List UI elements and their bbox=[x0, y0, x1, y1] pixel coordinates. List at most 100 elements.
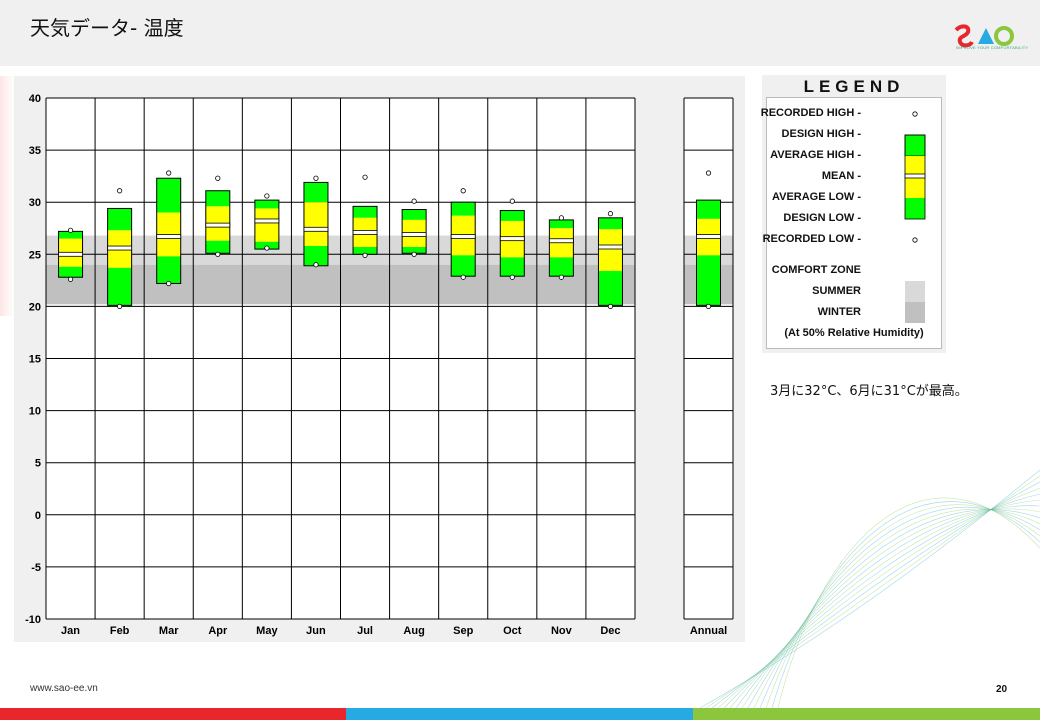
recorded-high-point-Feb bbox=[117, 188, 123, 194]
x-tick-label: Annual bbox=[690, 625, 727, 637]
bar-design-high-Jan bbox=[58, 231, 83, 239]
y-tick-label: 35 bbox=[29, 145, 41, 157]
page-title: 天気データ- 温度 bbox=[30, 16, 184, 40]
legend-design-high: DESIGN HIGH - bbox=[781, 128, 861, 140]
recorded-high-point-May bbox=[264, 193, 270, 199]
legend-recorded-low: RECORDED LOW - bbox=[762, 233, 861, 245]
legend-swatches bbox=[904, 111, 926, 323]
recorded-low-point-Apr bbox=[215, 251, 221, 257]
decorative-swoosh bbox=[747, 509, 1040, 709]
recorded-low-point-Jun bbox=[313, 262, 319, 268]
footer-url[interactable]: www.sao-ee.vn bbox=[30, 683, 98, 694]
bar-design-high-Mar bbox=[156, 178, 181, 213]
x-tick-label: Oct bbox=[503, 625, 522, 637]
legend-average-low: AVERAGE LOW - bbox=[771, 191, 861, 203]
bar-design-low-Nov bbox=[549, 257, 574, 277]
bar-design-high-Annual bbox=[696, 200, 721, 219]
bar-design-high-Dec bbox=[598, 217, 623, 230]
decorative-swoosh bbox=[771, 501, 1040, 709]
mean-marker-Jan bbox=[58, 251, 83, 257]
y-tick-label: -10 bbox=[25, 614, 41, 626]
y-tick-label: 25 bbox=[29, 249, 41, 261]
legend-mean-marker bbox=[904, 173, 926, 179]
bar-design-low-Apr bbox=[205, 240, 230, 254]
recorded-low-point-Dec bbox=[607, 303, 614, 309]
mean-marker-Sep bbox=[450, 234, 476, 239]
y-tick-label: -5 bbox=[31, 562, 41, 574]
recorded-high-point-Nov bbox=[558, 215, 564, 221]
bar-design-low-May bbox=[254, 241, 279, 250]
mean-marker-Mar bbox=[156, 234, 182, 239]
mean-marker-Jul bbox=[352, 230, 378, 235]
bar-average-May bbox=[254, 208, 279, 242]
legend-design-low: DESIGN LOW - bbox=[783, 212, 861, 224]
decorative-swoosh bbox=[735, 505, 1040, 709]
x-tick-label: Dec bbox=[600, 625, 620, 637]
temperature-note: 3月に32°C、6月に31°Cが最高。 bbox=[770, 384, 968, 399]
mean-marker-May bbox=[254, 218, 280, 224]
logo-tagline: IMPROVE YOUR COMFORTABILITY bbox=[956, 45, 1029, 50]
recorded-high-point-Annual bbox=[705, 170, 712, 176]
bar-design-low-Oct bbox=[500, 257, 525, 277]
x-tick-label: Jun bbox=[306, 625, 326, 637]
mean-marker-Aug bbox=[401, 232, 427, 237]
legend-winter: WINTER bbox=[817, 306, 861, 318]
decorative-swoosh bbox=[729, 499, 1040, 709]
legend-winter-swatch bbox=[905, 302, 925, 323]
bar-design-low-Aug bbox=[402, 247, 427, 254]
legend-mean: MEAN - bbox=[821, 170, 861, 182]
bar-design-high-May bbox=[254, 200, 279, 209]
y-tick-label: 5 bbox=[35, 458, 41, 470]
recorded-low-point-Feb bbox=[117, 303, 123, 309]
bar-average-Jun bbox=[303, 202, 328, 246]
recorded-high-point-Mar bbox=[166, 170, 172, 176]
decorative-swoosh bbox=[753, 508, 1040, 709]
recorded-low-point-Annual bbox=[705, 303, 712, 309]
decorative-swoosh bbox=[765, 504, 1040, 709]
legend-recorded-low-marker bbox=[912, 237, 918, 243]
recorded-high-point-Jul bbox=[362, 174, 368, 180]
sao-logo-icon bbox=[954, 24, 1014, 48]
recorded-low-point-May bbox=[264, 245, 270, 251]
mean-marker-Feb bbox=[107, 245, 133, 251]
bar-design-high-Jul bbox=[353, 206, 378, 218]
legend-title: LEGEND bbox=[803, 77, 905, 96]
decorative-swoosh bbox=[711, 481, 1040, 709]
recorded-high-point-Jan bbox=[67, 227, 74, 233]
x-tick-label: Nov bbox=[551, 625, 573, 637]
recorded-low-point-Jan bbox=[67, 276, 74, 282]
bar-design-low-Annual bbox=[696, 255, 721, 306]
bar-design-high-Aug bbox=[402, 209, 427, 220]
bar-design-high-Nov bbox=[549, 219, 574, 229]
legend-comfort-zone: COMFORT ZONE bbox=[771, 264, 861, 276]
recorded-high-point-Oct bbox=[509, 198, 515, 204]
bar-design-high-Jun bbox=[303, 182, 328, 203]
legend-recorded-high-marker bbox=[912, 111, 918, 117]
y-tick-label: 40 bbox=[29, 93, 41, 105]
mean-marker-Jun bbox=[303, 226, 329, 232]
x-tick-label: Jul bbox=[357, 625, 373, 637]
x-tick-label: Jan bbox=[61, 625, 80, 637]
recorded-high-point-Aug bbox=[411, 198, 417, 204]
y-tick-label: 30 bbox=[29, 197, 41, 209]
bar-average-Dec bbox=[598, 229, 623, 271]
decorative-swoosh bbox=[699, 469, 1040, 709]
bar-design-low-Jun bbox=[303, 245, 328, 266]
legend-summer: SUMMER bbox=[812, 285, 861, 297]
x-tick-label: Sep bbox=[453, 625, 473, 637]
mean-marker-Dec bbox=[598, 244, 623, 250]
bar-design-high-Feb bbox=[107, 208, 132, 231]
recorded-high-point-Apr bbox=[215, 175, 221, 181]
bar-design-high-Oct bbox=[500, 210, 525, 221]
decorative-swoosh bbox=[759, 506, 1040, 709]
decorative-swoosh bbox=[777, 497, 1040, 709]
x-tick-label: Feb bbox=[110, 625, 130, 637]
recorded-low-point-Oct bbox=[509, 274, 515, 280]
footer-bar-green bbox=[693, 708, 1040, 720]
legend-humidity-note: (At 50% Relative Humidity) bbox=[784, 327, 924, 339]
legend-design-high-swatch bbox=[904, 134, 926, 157]
bar-design-low-Mar bbox=[156, 256, 181, 284]
recorded-low-point-Sep bbox=[460, 274, 466, 280]
bar-design-low-Feb bbox=[107, 267, 132, 306]
